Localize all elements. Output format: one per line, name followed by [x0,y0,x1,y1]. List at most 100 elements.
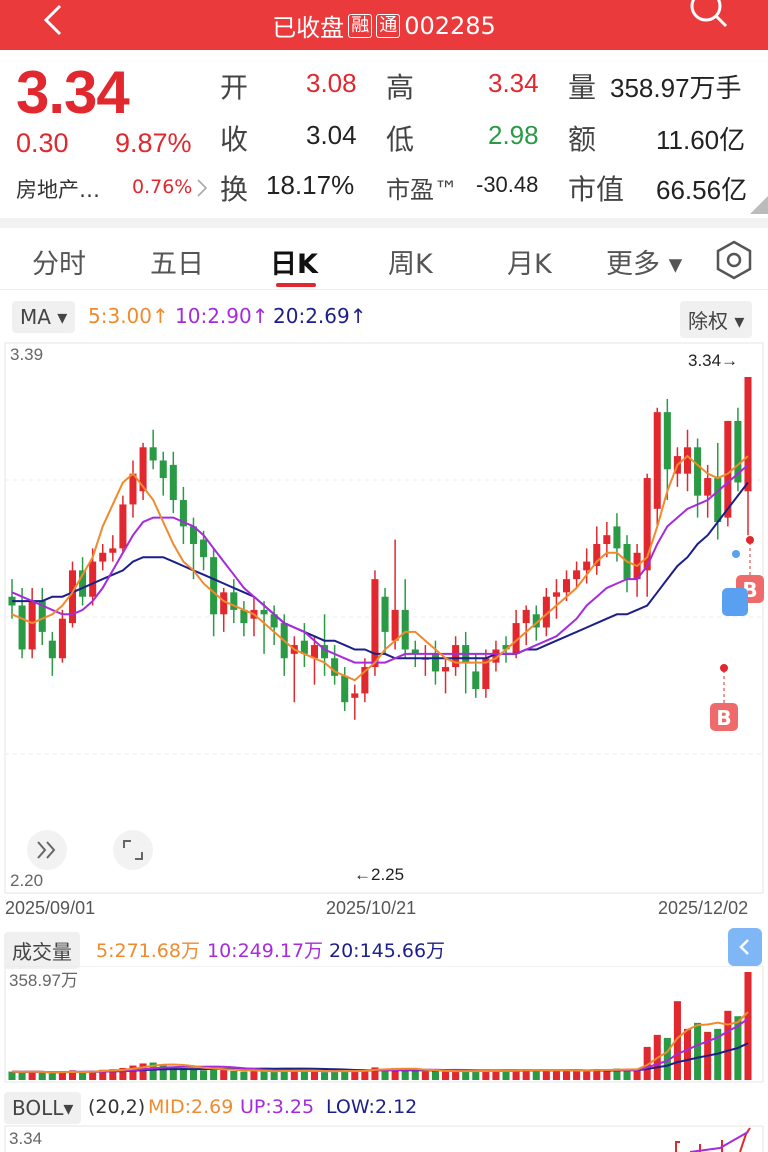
volume-bar [522,1069,530,1080]
candle-body [482,658,490,690]
candle-body [89,561,97,597]
kline-chart[interactable]: 3.39 2.20 3.34→ ←2.25 2025/09/01 2025/10… [0,340,768,922]
volume-bar [8,1071,16,1080]
volume-frame [4,966,764,1083]
candle-body [371,579,379,668]
buy-signal-1[interactable]: B [710,664,738,731]
candle-body [704,478,712,496]
volume-bar [744,972,752,1080]
low-value: 2.98 [488,120,539,150]
volume-chart[interactable]: 358.97万 [0,966,768,1084]
candle-body [583,561,591,571]
candle-body [210,557,218,615]
margin-tag: 融 [348,13,373,38]
volume-label: 量 [568,71,597,104]
candle-body [381,596,389,632]
chevron-right-icon[interactable] [196,178,208,198]
boll-chart[interactable]: 3.34 [0,1124,768,1152]
back-icon[interactable] [38,4,68,38]
ma-legend: MA ▾ 5:3.00↑ 10:2.90↑ 20:2.69↑ 除权 ▾ [0,292,768,340]
candle-body [532,614,540,628]
boll-mid: MID:2.69 [148,1096,234,1118]
vol-ma20: 20:145.66万 [329,940,446,962]
candle-body [341,675,349,703]
volume-bar [562,1069,571,1080]
tab-five-day[interactable]: 五日 [150,249,204,280]
candle-body [48,640,56,659]
sector-name[interactable]: 房地产… [16,178,100,202]
volume-bar [341,1069,349,1080]
candle-body [431,653,439,672]
candle-body [643,478,651,571]
divider [0,218,768,228]
tab-monthly-k[interactable]: 月K [507,249,552,280]
volume-bar [623,1069,631,1080]
candle-body [734,420,742,483]
candle-body [391,609,399,641]
candle-body [129,473,137,505]
stock-code: 002285 [404,11,496,40]
volume-bar [240,1071,248,1080]
volume-bar [149,1062,157,1080]
candle-body [260,609,268,615]
date-end: 2025/12/02 [658,898,748,918]
expand-button[interactable] [27,830,67,870]
turnover-label: 换 [220,173,249,206]
volume-bar [573,1070,581,1080]
vol-ma5-line [11,1011,749,1074]
collapse-panel-button[interactable] [728,928,762,966]
candle-body [472,671,480,690]
volume-bar [220,1069,228,1080]
candle-body [310,645,318,659]
candle-body [179,500,187,527]
volume-bar [371,1067,379,1080]
volume-bars [8,972,752,1080]
high-value: 3.34 [488,68,539,98]
prev-close-label: 收 [220,123,249,156]
volume-bar [189,1069,198,1080]
candle-body [18,605,26,650]
volume-bar [583,1070,591,1080]
candle-body [522,609,530,624]
volume-bar [280,1069,288,1080]
y-axis-bottom: 2.20 [10,871,43,890]
candle-body [109,548,117,553]
volume-bar [270,1071,278,1080]
tab-daily-k[interactable]: 日K [270,249,318,280]
adjust-selector[interactable]: 除权 ▾ [680,301,753,338]
boll-low: LOW:2.12 [326,1096,418,1118]
candle-body [411,649,419,654]
boll-up: UP:3.25 [240,1096,315,1118]
vol-ma20-line [11,1042,749,1074]
tab-intraday[interactable]: 分时 [32,249,86,280]
candle-body [300,640,308,654]
candle-body [38,601,46,632]
candle-body [593,543,601,566]
volume-bar [129,1065,137,1080]
candle-body [442,667,450,672]
boll-selector[interactable]: BOLL▾ [4,1092,82,1124]
tab-more[interactable]: 更多 ▾ [606,249,683,280]
low-label: 低 [386,123,415,156]
quote-panel: 3.34 0.30 9.87% 房地产… 0.76% 开 3.08 高 3.34… [0,50,768,218]
volume-bar [230,1070,238,1080]
search-icon[interactable] [686,0,730,32]
volume-bar [512,1069,520,1080]
tab-weekly-k[interactable]: 周K [388,249,433,280]
volume-bar [290,1070,298,1080]
candle-body [724,420,732,518]
candle-body [502,645,510,650]
sell-signal[interactable] [722,550,748,616]
volume-bar [179,1067,187,1080]
volume-bar [159,1064,167,1080]
boll-upper-band [689,1131,749,1152]
volume-bar [68,1070,77,1080]
volume-bar [472,1071,480,1080]
volume-selector[interactable]: 成交量 [4,932,80,969]
candle-body [512,623,520,654]
settings-hexagon-icon[interactable] [714,240,754,280]
mktcap-label: 市值 [568,173,625,206]
ma-selector[interactable]: MA ▾ [12,301,76,333]
volume-bar [694,1022,702,1080]
fullscreen-button[interactable] [113,830,153,870]
